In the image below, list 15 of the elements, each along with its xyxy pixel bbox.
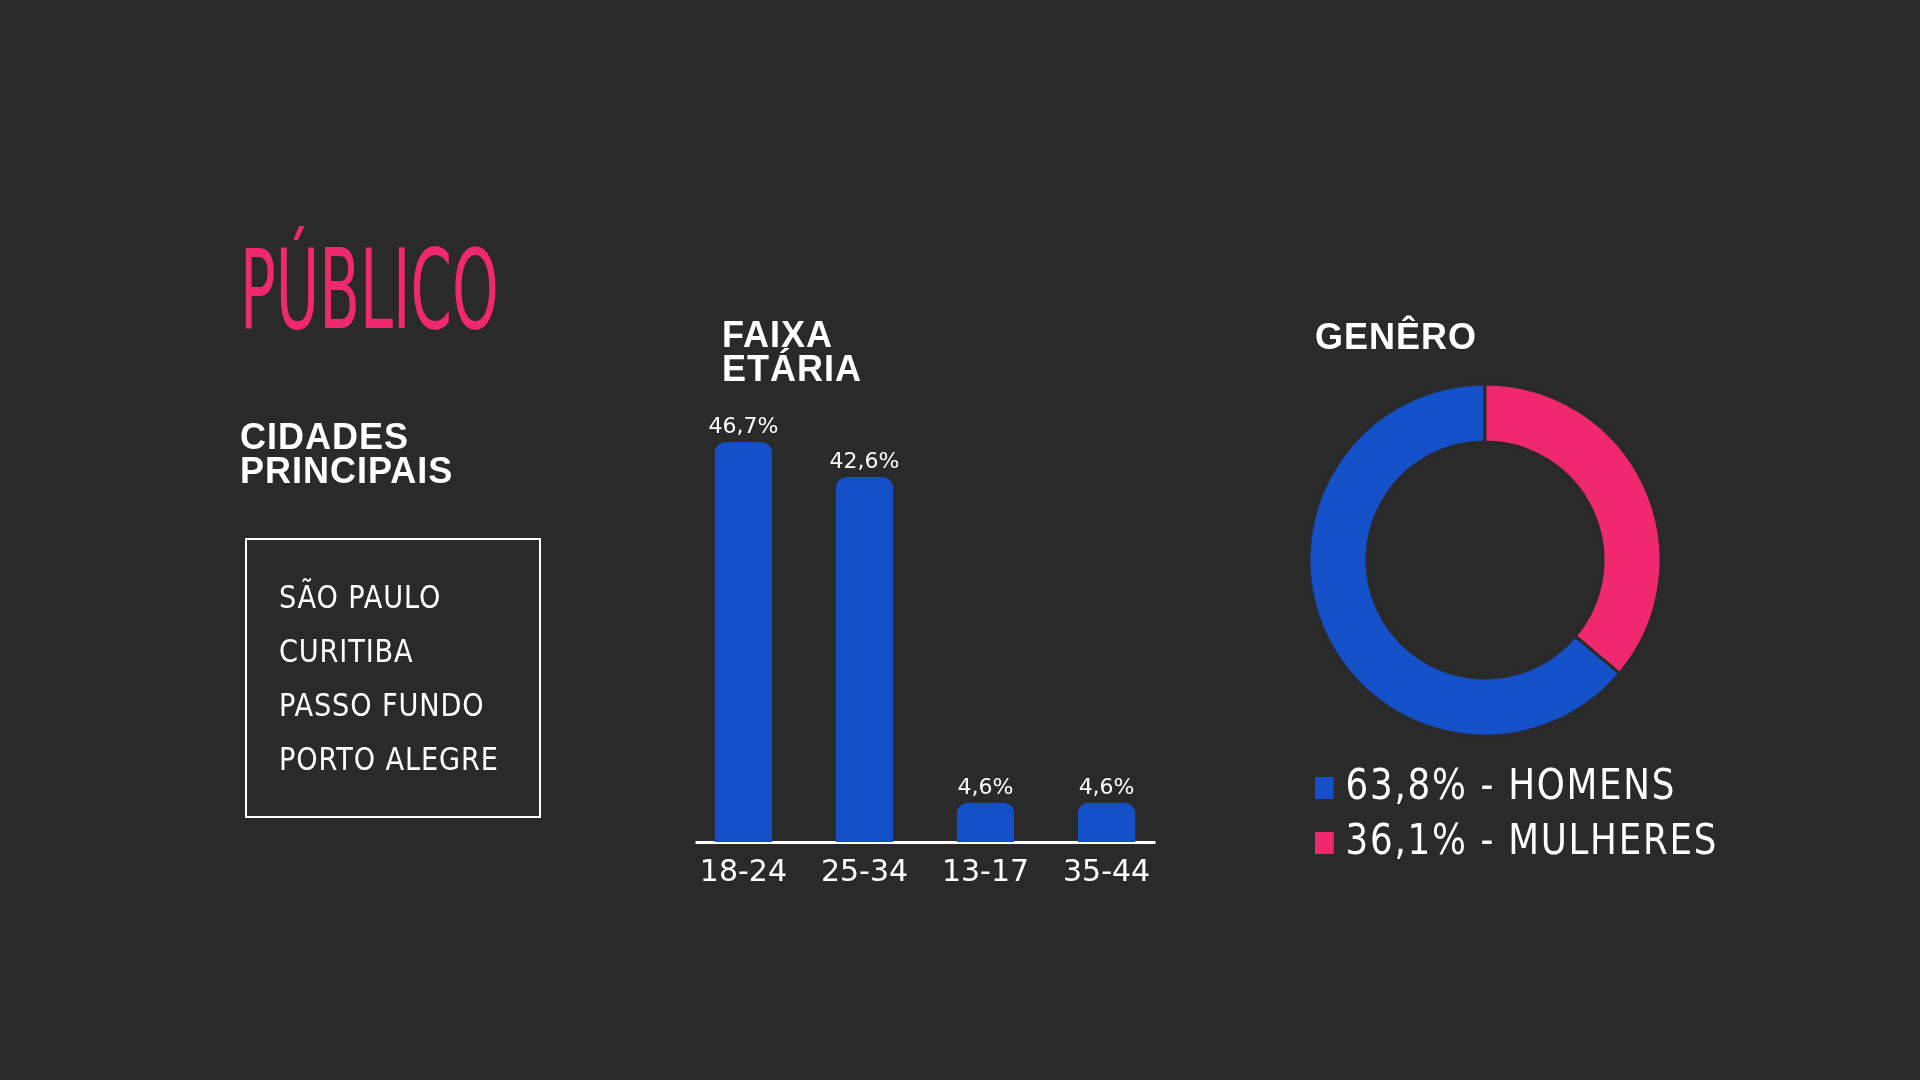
data-label: 4,6% <box>1078 773 1135 799</box>
list-frame: SÃO PAULO CURITIBA PASSO FUNDO PORTO ALEGRE <box>245 538 541 818</box>
data-label: 46,7% <box>708 413 779 438</box>
legend-label: 63,8% - HOMENS <box>1345 760 1677 809</box>
x-tick-label: 18-24 <box>699 852 788 888</box>
x-tick-label: 13-17 <box>941 852 1030 888</box>
text: PÚBLICO <box>240 226 499 354</box>
data-label: 42,6% <box>829 448 900 474</box>
x-tick-label: 25-34 <box>820 852 909 888</box>
text: CIDADES PRINCIPAIS <box>240 416 455 491</box>
chart-title: GENÊRO <box>1315 316 1478 357</box>
legend-label: 36,1% - MULHERES <box>1345 815 1719 864</box>
chart-title: FAIXA ETÁRIA <box>722 314 863 389</box>
x-tick-label: 35-44 <box>1062 852 1151 888</box>
data-label: 4,6% <box>957 773 1014 799</box>
